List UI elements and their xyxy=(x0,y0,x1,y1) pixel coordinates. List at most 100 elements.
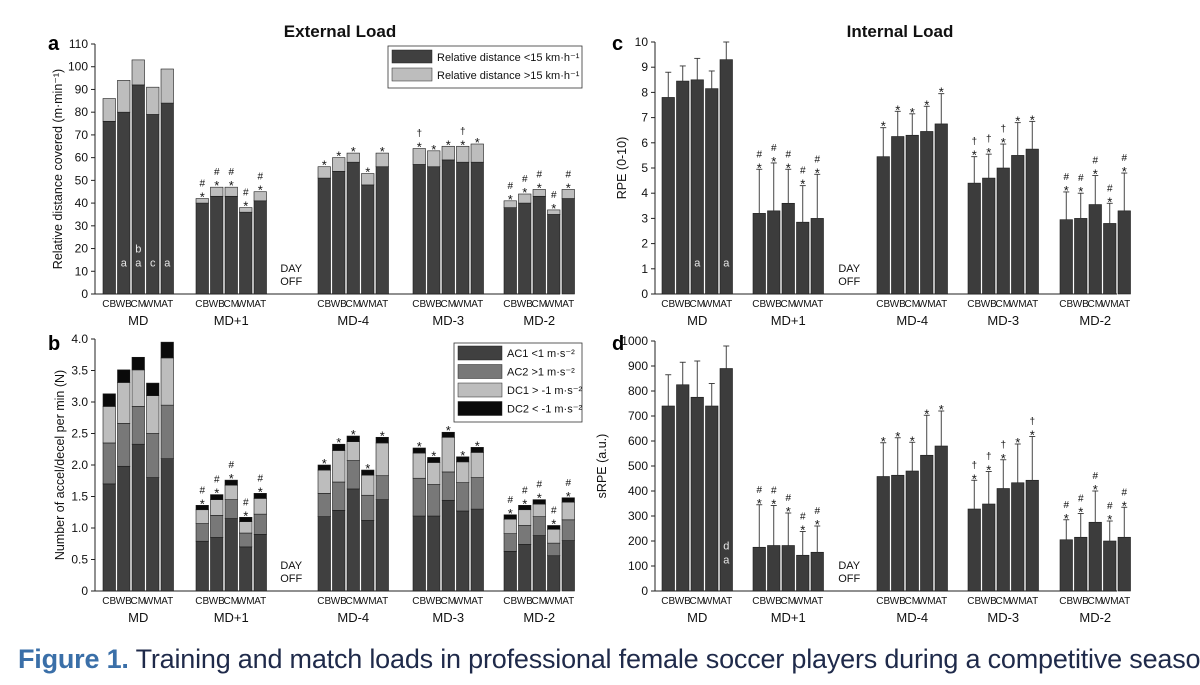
legend-swatch xyxy=(457,345,503,361)
significance-mark: * xyxy=(214,178,219,193)
bar-d-MD-4-CB-s0 xyxy=(876,476,890,592)
bar-b-MD+1-WB-s2 xyxy=(210,499,224,516)
bar-c-MD+1-CB-s0 xyxy=(752,213,766,295)
legend-label: Relative distance <15 km·h⁻¹ xyxy=(437,52,580,64)
significance-mark: # xyxy=(565,169,571,180)
bar-c-MD+1-AT-s0 xyxy=(810,218,824,295)
bar-a-MD-WM-s1 xyxy=(146,86,160,115)
group-label: MD-4 xyxy=(896,610,928,625)
bar-d-MD-WM-s0 xyxy=(705,405,719,592)
x-tick-label: WB xyxy=(331,299,347,310)
significance-mark: * xyxy=(380,144,385,159)
bar-b-MD-3-CB-s2 xyxy=(412,452,426,479)
bar-b-MD-4-AT-s0 xyxy=(375,499,389,592)
x-tick-label: CM xyxy=(130,299,146,310)
x-tick-label: AT xyxy=(376,596,388,607)
bar-b-MD-3-WM-s2 xyxy=(456,461,470,483)
bar-b-MD-2-WM-s3 xyxy=(547,525,561,530)
bar-c-MD-2-CB-s0 xyxy=(1059,219,1073,295)
legend-label: AC1 <1 m·s⁻² xyxy=(507,348,575,360)
y-tick-label: 4.0 xyxy=(71,332,88,346)
significance-mark: * xyxy=(200,190,205,205)
bar-b-MD-4-CB-s2 xyxy=(317,469,331,494)
bar-b-MD-AT-s1 xyxy=(160,404,174,459)
group-label: MD-4 xyxy=(337,610,369,625)
x-tick-label: AT xyxy=(254,596,266,607)
significance-mark: # xyxy=(551,190,557,201)
x-tick-label: WM xyxy=(794,596,812,607)
bar-b-MD-4-WB-s3 xyxy=(332,443,346,451)
x-tick-label: AT xyxy=(720,299,732,310)
x-tick-label: CM xyxy=(531,299,547,310)
significance-mark: * xyxy=(475,438,480,453)
x-tick-label: WM xyxy=(454,596,472,607)
significance-mark: * xyxy=(1064,511,1069,526)
day-off-label: DAY xyxy=(838,560,860,572)
x-tick-label: WM xyxy=(1009,299,1027,310)
day-off-label: OFF xyxy=(838,276,860,288)
bar-b-MD-CM-s1 xyxy=(131,406,145,445)
internal-load-title: Internal Load xyxy=(847,22,954,41)
x-tick-label: CB xyxy=(1059,299,1073,310)
significance-mark: † xyxy=(460,126,466,137)
y-tick-label: 2 xyxy=(641,237,648,251)
significance-mark: * xyxy=(417,140,422,155)
significance-mark: * xyxy=(1078,184,1083,199)
x-tick-label: WB xyxy=(890,299,906,310)
significance-mark: * xyxy=(365,461,370,476)
bar-b-MD-WM-s2 xyxy=(146,395,160,434)
significance-mark: * xyxy=(1015,114,1020,129)
bar-b-MD-CB-s1 xyxy=(102,442,116,485)
x-tick-label: CB xyxy=(412,299,426,310)
bar-c-MD-2-WM-s0 xyxy=(1103,223,1117,295)
y-axis-label: RPE (0-10) xyxy=(615,137,629,200)
x-tick-label: WB xyxy=(766,299,782,310)
bar-b-MD-4-AT-s1 xyxy=(375,475,389,500)
bar-b-MD-2-CB-s3 xyxy=(503,514,517,520)
bar-b-MD-2-CB-s1 xyxy=(503,533,517,552)
x-tick-label: WB xyxy=(981,596,997,607)
x-tick-label: WB xyxy=(517,299,533,310)
significance-mark: # xyxy=(243,188,249,199)
bar-b-MD-3-WB-s2 xyxy=(427,462,441,485)
significance-mark: * xyxy=(1093,482,1098,497)
bar-b-MD-3-AT-s3 xyxy=(470,447,484,453)
significance-mark: * xyxy=(351,427,356,442)
bar-b-MD-CB-s2 xyxy=(102,406,116,444)
x-tick-label: WM xyxy=(1009,596,1027,607)
significance-mark: # xyxy=(1078,173,1084,184)
x-tick-label: CM xyxy=(904,299,920,310)
bar-b-MD-2-WB-s3 xyxy=(518,505,532,511)
bar-b-MD-3-CB-s1 xyxy=(412,477,426,517)
bar-b-MD+1-WB-s1 xyxy=(210,515,224,538)
bar-b-MD-2-CM-s1 xyxy=(532,516,546,536)
significance-mark: * xyxy=(365,165,370,180)
bar-b-MD-4-CM-s1 xyxy=(346,460,360,490)
caption-text: Training and match loads in professional… xyxy=(135,644,1200,674)
bar-b-MD-WM-s1 xyxy=(146,433,160,478)
significance-mark: * xyxy=(939,402,944,417)
bar-b-MD-3-AT-s0 xyxy=(470,508,484,592)
significance-mark: * xyxy=(1001,135,1006,150)
x-tick-label: AT xyxy=(254,299,266,310)
significance-mark: * xyxy=(1001,451,1006,466)
significance-mark: * xyxy=(800,523,805,538)
bar-b-MD-4-CB-s1 xyxy=(317,493,331,517)
bar-d-MD+1-WB-s0 xyxy=(767,545,781,592)
bar-d-MD-2-WM-s0 xyxy=(1103,540,1117,592)
bar-c-MD-3-WM-s0 xyxy=(1011,155,1025,295)
bar-b-MD-4-CB-s3 xyxy=(317,464,331,471)
significance-mark: † xyxy=(971,460,977,471)
x-tick-label: CB xyxy=(195,596,209,607)
x-tick-label: AT xyxy=(376,299,388,310)
significance-mark: # xyxy=(522,174,528,185)
bar-b-MD+1-CB-s3 xyxy=(195,505,209,511)
x-tick-label: WB xyxy=(116,596,132,607)
y-tick-label: 30 xyxy=(75,219,89,233)
group-label: MD xyxy=(128,610,148,625)
significance-mark: # xyxy=(785,149,791,160)
bar-b-MD+1-CM-s0 xyxy=(224,518,238,592)
bar-b-MD-4-WM-s0 xyxy=(361,520,375,592)
x-tick-label: CM xyxy=(995,299,1011,310)
